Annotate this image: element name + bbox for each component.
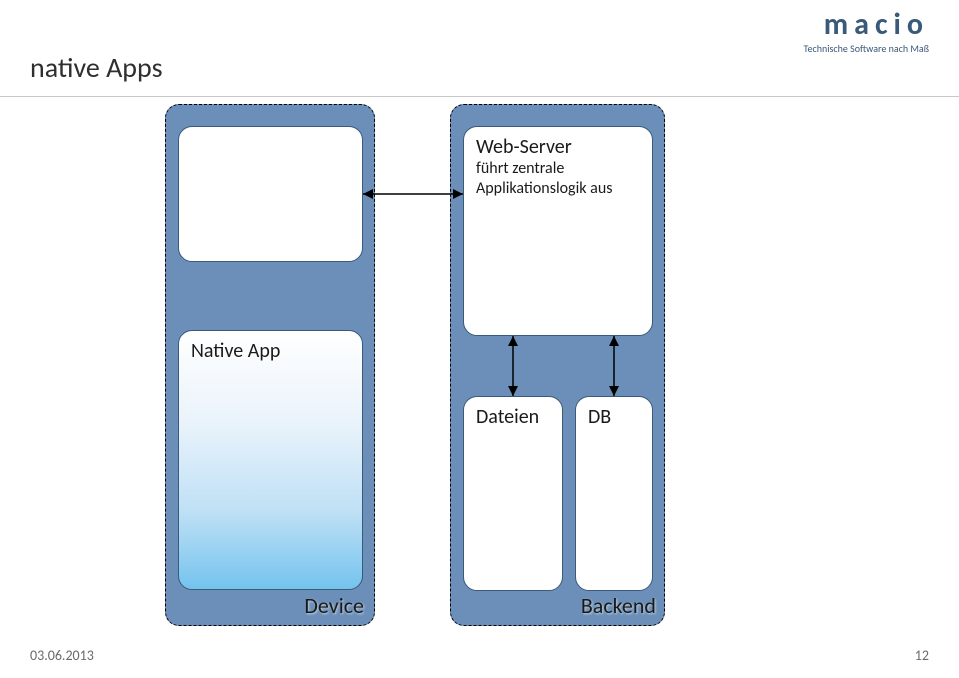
card-web-server: Web-Server führt zentrale Applikationslo… <box>463 126 653 336</box>
title-rule <box>0 96 959 97</box>
card-dateien-title: Dateien <box>464 397 562 429</box>
card-native-app-title: Native App <box>179 331 362 363</box>
card-web-server-title: Web-Server <box>464 127 652 159</box>
card-device-top <box>178 126 363 262</box>
card-native-app: Native App <box>178 330 363 590</box>
panel-device-label: Device <box>304 592 364 619</box>
brand-logo: macio Technische Software nach Maß <box>804 10 929 55</box>
brand-name: macio <box>804 10 929 40</box>
panel-backend-label: Backend <box>581 592 656 619</box>
slide-title: native Apps <box>30 50 163 85</box>
card-db: DB <box>575 396 653 591</box>
footer-page: 12 <box>915 647 929 664</box>
card-dateien: Dateien <box>463 396 563 591</box>
card-web-server-sub: führt zentrale Applikationslogik aus <box>464 159 652 199</box>
slide: macio Technische Software nach Maß nativ… <box>0 0 959 678</box>
card-db-title: DB <box>576 397 652 429</box>
brand-tagline: Technische Software nach Maß <box>804 42 929 55</box>
footer-date: 03.06.2013 <box>30 647 94 664</box>
